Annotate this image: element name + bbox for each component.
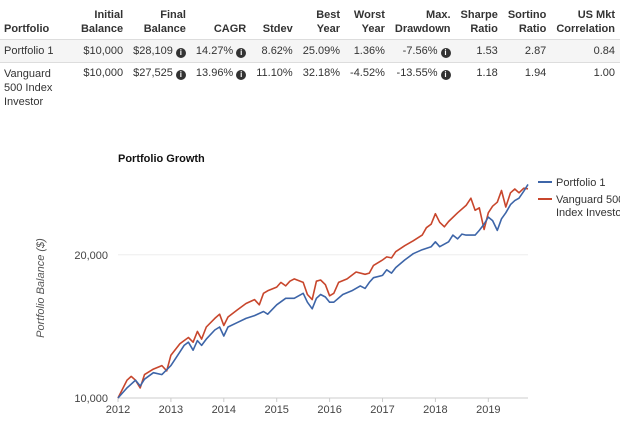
info-circle-icon[interactable]: i xyxy=(236,47,247,58)
header-final-balance[interactable]: Final Balance xyxy=(143,9,186,35)
sharpe-ratio: 1.53 xyxy=(455,39,503,63)
header-stdev[interactable]: Stdev xyxy=(262,23,293,35)
worst-year: 1.36% xyxy=(345,39,390,63)
final-balance-cell: $28,109 i xyxy=(128,39,191,63)
chart-title: Portfolio Growth xyxy=(118,153,205,165)
sortino-ratio: 1.94 xyxy=(502,62,552,109)
y-tick-label: 10,000 xyxy=(74,393,108,405)
best-year: 25.09% xyxy=(297,39,346,63)
header-max-drawdown[interactable]: Max. Drawdown xyxy=(394,9,451,35)
header-cagr[interactable]: CAGR xyxy=(213,23,247,35)
portfolio-name: Portfolio 1 xyxy=(0,39,76,63)
header-portfolio[interactable]: Portfolio xyxy=(4,23,50,35)
x-tick-label: 2015 xyxy=(264,404,288,416)
header-sharpe-ratio[interactable]: Sharpe Ratio xyxy=(460,9,498,35)
table-header-row: Portfolio Initial Balance Final Balance CA… xyxy=(0,0,620,40)
x-tick-label: 2014 xyxy=(212,404,236,416)
portfolio-name: Vanguard 500 Index Investor xyxy=(0,62,76,109)
y-axis-label: Portfolio Balance ($) xyxy=(35,238,47,338)
initial-balance: $10,000 xyxy=(75,39,129,63)
drawdown-cell: -13.55% i xyxy=(389,62,456,109)
us-mkt-correlation: 0.84 xyxy=(551,39,620,63)
cagr-cell: 14.27% i xyxy=(190,39,252,63)
info-circle-icon[interactable]: i xyxy=(175,47,186,58)
drawdown-cell: -7.56% i xyxy=(389,39,456,63)
final-balance-cell: $27,525 i xyxy=(128,62,191,109)
sharpe-ratio: 1.18 xyxy=(455,62,503,109)
stdev: 11.10% xyxy=(251,62,298,109)
y-tick-label: 20,000 xyxy=(74,250,108,262)
header-best-year[interactable]: Best Year xyxy=(316,9,341,35)
legend-label: Vanguard 500 Index Investor xyxy=(556,194,620,219)
cagr-cell: 13.96% i xyxy=(190,62,252,109)
table-row: Portfolio 1 $10,000 $28,109 i 14.27% i 8.6… xyxy=(0,39,620,63)
info-circle-icon[interactable]: i xyxy=(440,47,451,58)
x-tick-label: 2013 xyxy=(159,404,183,416)
header-worst-year[interactable]: Worst Year xyxy=(353,9,385,35)
x-tick-label: 2017 xyxy=(370,404,394,416)
series-line-vanguard-500 xyxy=(117,187,529,399)
x-tick-label: 2016 xyxy=(317,404,341,416)
x-tick-label: 2019 xyxy=(476,404,500,416)
info-circle-icon[interactable]: i xyxy=(236,70,247,80)
info-circle-icon[interactable]: i xyxy=(175,70,186,80)
series-line-portfolio-1 xyxy=(117,183,529,399)
x-tick-label: 2018 xyxy=(423,404,447,416)
worst-year: -4.52% xyxy=(345,62,390,109)
best-year: 32.18% xyxy=(297,62,346,109)
sortino-ratio: 2.87 xyxy=(502,39,552,63)
x-tick-label: 2012 xyxy=(106,404,130,416)
info-circle-icon[interactable]: i xyxy=(440,70,451,80)
legend-label: Portfolio 1 xyxy=(556,177,606,189)
header-us-mkt-correlation[interactable]: US Mkt Correlation xyxy=(556,9,615,35)
initial-balance: $10,000 xyxy=(75,62,129,109)
table-row: Vanguard 500 Index Investor $10,000 $27,… xyxy=(0,62,620,109)
us-mkt-correlation: 1.00 xyxy=(551,62,620,109)
header-sortino-ratio[interactable]: Sortino Ratio xyxy=(507,9,547,35)
header-initial-balance[interactable]: Initial Balance xyxy=(80,9,124,35)
stdev: 8.62% xyxy=(251,39,298,63)
summary-table: Portfolio Initial Balance Final Balance CA… xyxy=(0,0,620,109)
